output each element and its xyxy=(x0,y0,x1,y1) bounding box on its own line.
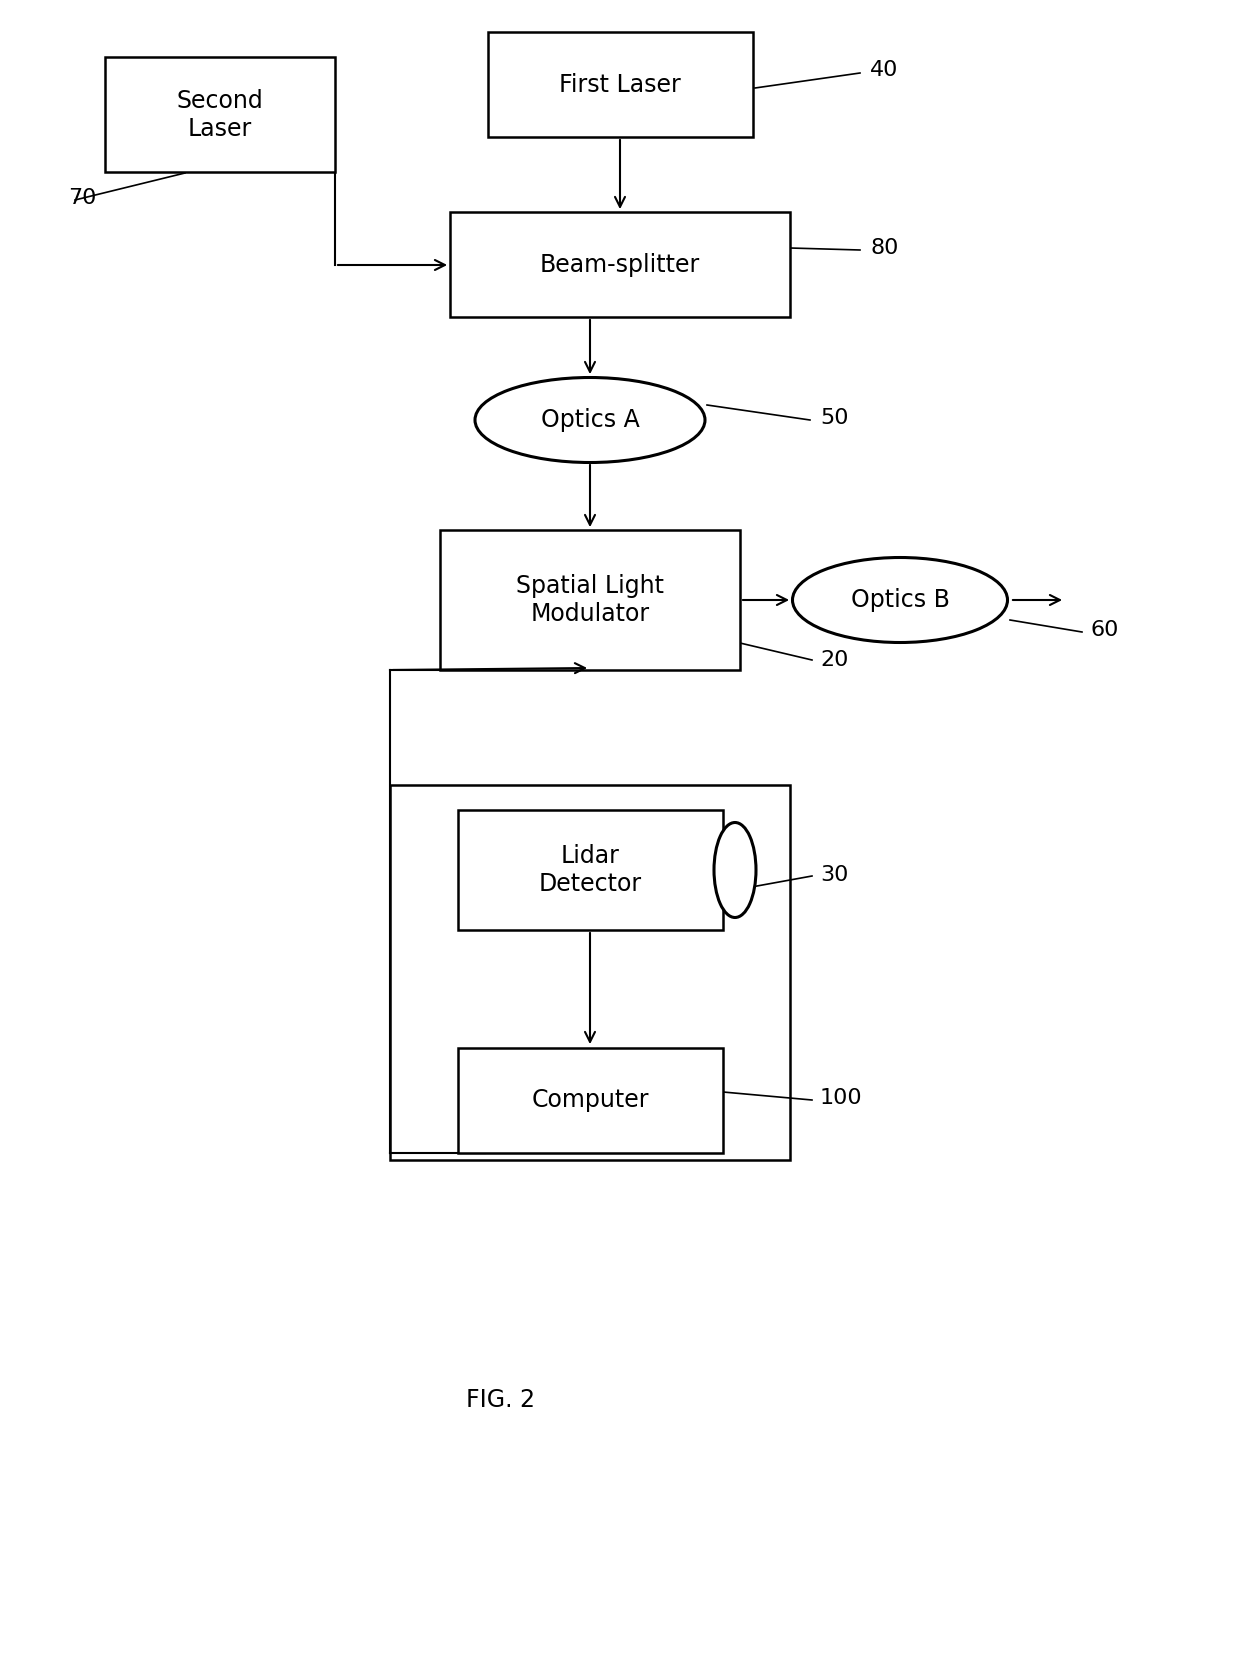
Text: Optics A: Optics A xyxy=(541,408,640,432)
Text: Spatial Light
Modulator: Spatial Light Modulator xyxy=(516,574,663,626)
Text: Lidar
Detector: Lidar Detector xyxy=(538,843,641,896)
Text: 50: 50 xyxy=(820,408,848,428)
Text: Second
Laser: Second Laser xyxy=(176,90,263,141)
Ellipse shape xyxy=(475,377,706,463)
Text: FIG. 2: FIG. 2 xyxy=(465,1388,534,1413)
Text: Optics B: Optics B xyxy=(851,588,950,613)
Bar xyxy=(440,530,740,671)
Ellipse shape xyxy=(714,822,756,918)
Bar xyxy=(105,58,335,173)
Bar xyxy=(450,212,790,317)
Text: 40: 40 xyxy=(870,60,898,80)
Text: 20: 20 xyxy=(820,651,848,671)
Text: 80: 80 xyxy=(870,237,898,257)
Text: 30: 30 xyxy=(820,865,848,885)
Bar xyxy=(391,785,790,1160)
Text: 60: 60 xyxy=(1090,619,1118,641)
Ellipse shape xyxy=(792,558,1007,642)
Bar xyxy=(458,1047,723,1152)
Text: First Laser: First Laser xyxy=(559,73,681,96)
Text: Computer: Computer xyxy=(531,1087,649,1112)
Bar xyxy=(458,810,723,930)
Text: 70: 70 xyxy=(68,188,97,208)
Text: Beam-splitter: Beam-splitter xyxy=(539,252,701,277)
Bar xyxy=(487,33,753,138)
Text: 100: 100 xyxy=(820,1087,863,1107)
